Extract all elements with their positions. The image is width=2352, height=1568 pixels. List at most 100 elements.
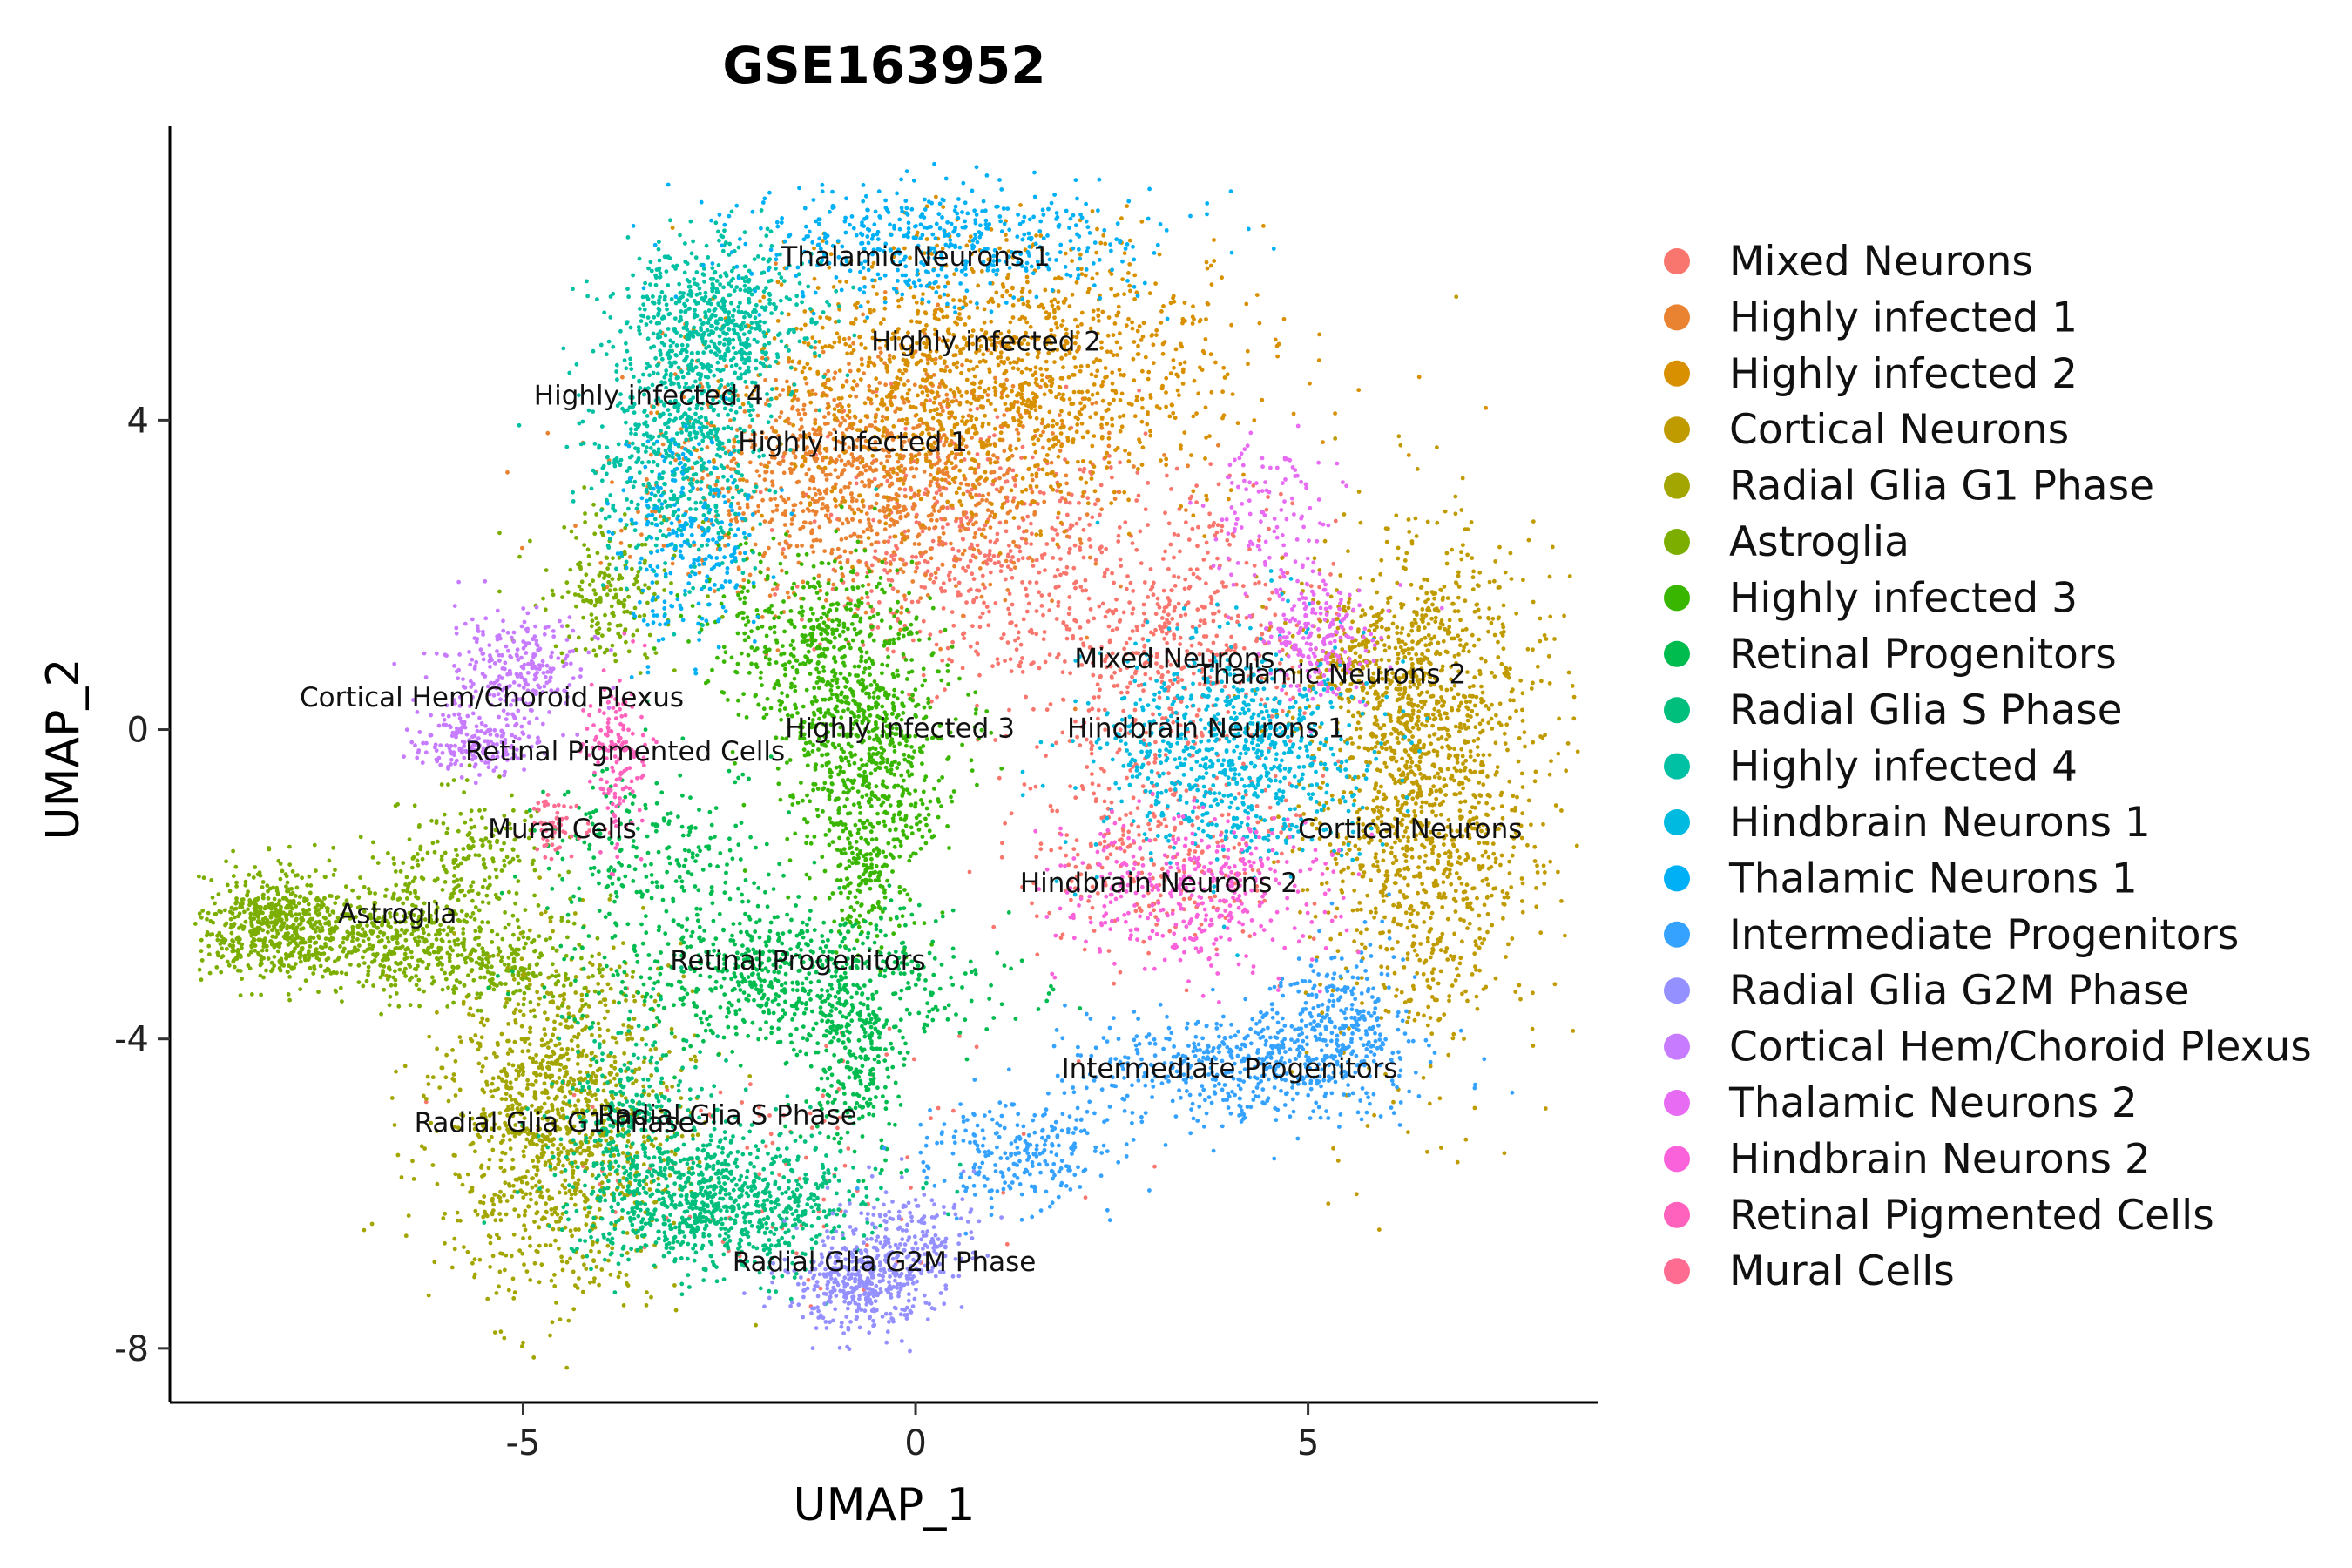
data-point [1355,856,1360,862]
data-point [1475,1006,1480,1011]
data-point [1096,891,1100,896]
data-point [943,359,947,364]
data-point [619,528,624,533]
data-point [741,578,747,583]
data-point [1038,367,1044,371]
data-point [866,601,871,606]
data-point [911,404,916,409]
data-point [877,600,882,605]
data-point [997,520,1003,525]
data-point [1036,437,1041,443]
data-point [1168,371,1173,375]
data-point [1403,776,1409,781]
data-point [1406,453,1411,457]
data-point [826,421,830,426]
data-point [1173,416,1178,421]
data-point [1132,414,1138,419]
data-point [1358,520,1363,525]
data-point [1003,598,1008,603]
data-point [1105,609,1110,614]
data-point [1159,867,1165,872]
data-point [794,544,800,549]
data-point [899,540,904,545]
data-point [1058,936,1064,941]
data-point [801,494,806,499]
data-point [804,1155,808,1160]
data-point [1151,342,1156,348]
data-point [718,1090,723,1095]
data-point [1038,529,1043,534]
data-point [1298,909,1302,915]
data-point [1103,614,1108,619]
data-point [958,481,963,486]
data-point [1019,392,1024,396]
data-point [868,467,873,471]
data-point [1117,368,1122,373]
data-point [997,560,1001,564]
data-point [1095,271,1099,276]
data-point [1055,422,1059,427]
data-point [1450,983,1455,988]
data-point [1499,804,1504,808]
data-point [993,601,998,605]
data-point [828,519,833,524]
data-point [959,370,963,375]
data-point [928,398,932,403]
data-point [780,568,784,573]
data-point [883,514,888,518]
data-point [1441,880,1446,885]
data-point [1005,423,1010,429]
data-point [1056,300,1060,305]
data-point [1171,834,1175,839]
data-point [865,1243,869,1247]
data-point [1452,954,1457,959]
data-point [1429,910,1435,916]
data-point [964,600,969,605]
data-point [1431,748,1436,754]
data-point [959,394,964,398]
data-point [1197,641,1202,645]
data-point [1373,906,1378,911]
data-point [941,409,945,414]
data-point [891,470,896,475]
data-point [920,523,925,527]
data-point [1385,877,1389,882]
data-point [974,649,978,654]
data-point [1320,882,1324,887]
data-point [1090,443,1095,449]
data-point [1070,259,1074,263]
data-point [808,1111,813,1116]
data-point [993,375,997,381]
data-point [970,495,975,500]
data-point [1004,733,1009,739]
data-point [1270,590,1275,595]
data-point [800,369,805,375]
data-point [964,389,970,395]
data-point [1415,597,1420,601]
data-point [821,382,826,388]
data-point [1048,803,1053,808]
data-point [1235,619,1240,625]
data-point [1128,680,1132,686]
data-point [928,409,933,414]
data-point [1448,746,1453,751]
data-point [1396,434,1402,439]
data-point [1209,389,1214,395]
data-point [822,549,827,553]
data-point [1198,618,1203,624]
data-point [1257,580,1261,585]
data-point [1165,640,1169,645]
data-point [1213,533,1218,538]
data-point [916,393,920,398]
data-point [740,1100,745,1105]
data-point [1017,549,1023,554]
data-point [1032,398,1037,403]
data-point [1206,648,1211,652]
data-point [1029,521,1033,526]
data-point [932,408,936,413]
data-point [969,417,973,422]
data-point [872,362,877,368]
data-point [1318,982,1322,987]
data-point [844,517,849,522]
data-point [1069,897,1073,902]
